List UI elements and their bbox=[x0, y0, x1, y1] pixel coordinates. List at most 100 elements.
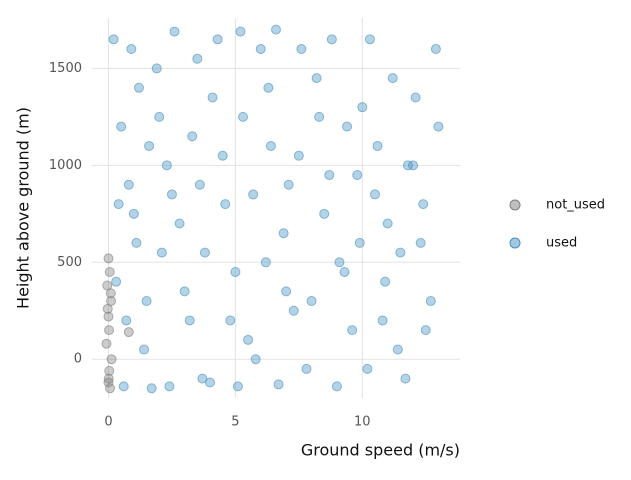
point bbox=[131, 237, 142, 248]
point bbox=[369, 189, 380, 200]
point bbox=[433, 121, 444, 132]
point bbox=[392, 344, 403, 355]
y-tick-label: 1500 bbox=[49, 61, 82, 76]
point bbox=[116, 121, 127, 132]
point bbox=[331, 381, 342, 392]
y-axis-label: Height above ground (m) bbox=[14, 107, 33, 309]
point bbox=[430, 44, 441, 55]
point bbox=[128, 208, 139, 219]
y-tick-label: 500 bbox=[57, 255, 82, 270]
point bbox=[101, 338, 112, 349]
point bbox=[402, 160, 413, 171]
point bbox=[250, 354, 261, 365]
point bbox=[139, 344, 150, 355]
point bbox=[347, 325, 358, 336]
point bbox=[184, 315, 195, 326]
point bbox=[105, 383, 116, 394]
point bbox=[192, 53, 203, 64]
point bbox=[352, 170, 363, 181]
x-tick-label: 10 bbox=[354, 415, 371, 430]
point bbox=[104, 365, 115, 376]
x-axis-label: Ground speed (m/s) bbox=[301, 441, 460, 460]
legend-label: used bbox=[546, 236, 577, 251]
point bbox=[103, 311, 114, 322]
point bbox=[301, 363, 312, 374]
point bbox=[103, 377, 114, 388]
point bbox=[400, 373, 411, 384]
point bbox=[288, 305, 299, 316]
point bbox=[154, 111, 165, 122]
point bbox=[187, 131, 198, 142]
point bbox=[319, 208, 330, 219]
point bbox=[104, 266, 115, 277]
point bbox=[263, 82, 274, 93]
point bbox=[296, 44, 307, 55]
point bbox=[273, 379, 284, 390]
point bbox=[212, 34, 223, 45]
point bbox=[418, 199, 429, 210]
point bbox=[194, 179, 205, 190]
point bbox=[420, 325, 431, 336]
point bbox=[362, 363, 373, 374]
point bbox=[425, 296, 436, 307]
point bbox=[123, 179, 134, 190]
point bbox=[123, 327, 134, 338]
point bbox=[364, 34, 375, 45]
point bbox=[271, 24, 281, 35]
point bbox=[380, 276, 391, 287]
point bbox=[415, 237, 426, 248]
point bbox=[265, 140, 276, 151]
point bbox=[106, 354, 117, 365]
point bbox=[334, 257, 345, 268]
point bbox=[164, 381, 175, 392]
point bbox=[156, 247, 167, 258]
point bbox=[161, 160, 172, 171]
point bbox=[179, 286, 190, 297]
point bbox=[410, 92, 421, 103]
point bbox=[372, 140, 383, 151]
point bbox=[113, 199, 124, 210]
point bbox=[103, 373, 114, 384]
point bbox=[133, 82, 144, 93]
point bbox=[354, 237, 365, 248]
point bbox=[382, 218, 393, 229]
point bbox=[238, 111, 249, 122]
point bbox=[141, 296, 152, 307]
point bbox=[357, 102, 368, 113]
y-tick-label: 1000 bbox=[49, 158, 82, 173]
point bbox=[205, 377, 216, 388]
point bbox=[260, 257, 271, 268]
point bbox=[230, 266, 241, 277]
legend-key bbox=[509, 199, 521, 211]
point bbox=[166, 189, 177, 200]
point bbox=[151, 63, 162, 74]
point bbox=[311, 73, 322, 84]
y-tick-label: 0 bbox=[74, 352, 82, 367]
point bbox=[283, 179, 294, 190]
point bbox=[225, 315, 236, 326]
point bbox=[408, 160, 419, 171]
point bbox=[111, 276, 122, 287]
point bbox=[306, 296, 317, 307]
point bbox=[108, 34, 119, 45]
point bbox=[174, 218, 185, 229]
point bbox=[281, 286, 292, 297]
point bbox=[121, 315, 132, 326]
point bbox=[104, 325, 115, 336]
point bbox=[146, 383, 157, 394]
point bbox=[278, 228, 289, 239]
point bbox=[387, 73, 398, 84]
point bbox=[102, 303, 113, 314]
point bbox=[324, 170, 335, 181]
point bbox=[255, 44, 266, 55]
point bbox=[105, 288, 116, 299]
x-tick-label: 0 bbox=[104, 415, 112, 430]
x-tick-label: 5 bbox=[231, 415, 239, 430]
point bbox=[217, 150, 228, 161]
point bbox=[220, 199, 231, 210]
point bbox=[243, 334, 254, 345]
point bbox=[248, 189, 259, 200]
point bbox=[207, 92, 218, 103]
point bbox=[314, 111, 325, 122]
